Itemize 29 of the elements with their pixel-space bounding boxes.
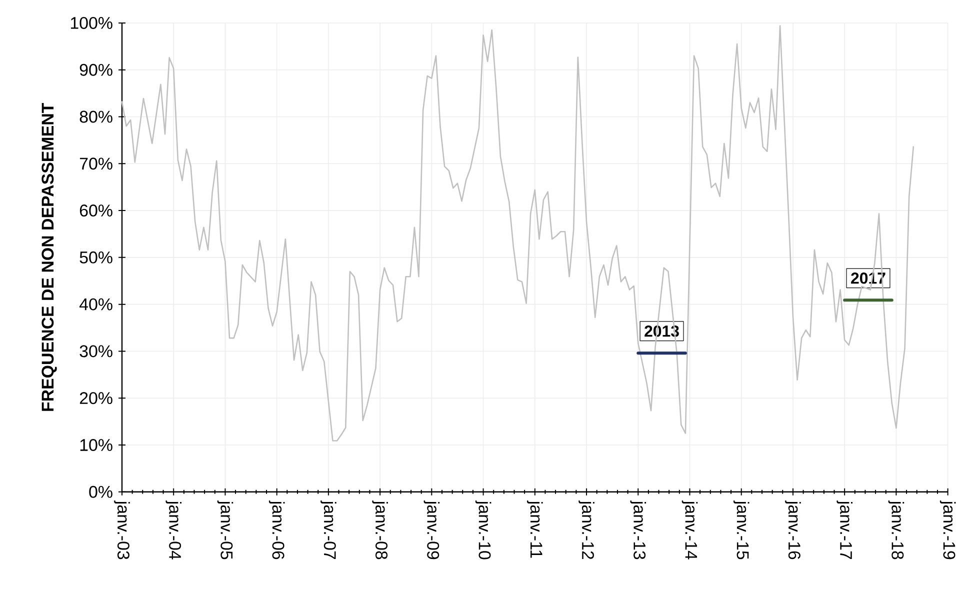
x-tick-label: janv.-07	[320, 500, 336, 560]
x-tick-label: janv.-10	[475, 500, 492, 560]
y-tick-label: 70%	[80, 158, 112, 170]
x-tick-label: janv.-11	[527, 500, 543, 558]
y-tick-label: 0%	[89, 486, 112, 498]
y-tick-label: 30%	[80, 345, 112, 358]
y-tick-label: 60%	[80, 204, 112, 217]
x-tick-label: janv.-17	[836, 500, 852, 560]
y-tick-label: 10%	[80, 439, 112, 452]
y-tick-label: 100%	[70, 17, 112, 30]
x-tick-label: janv.-06	[268, 500, 285, 560]
x-tick-label: janv.-04	[166, 500, 182, 560]
y-tick-label: 50%	[80, 251, 112, 264]
x-tick-label: janv.-14	[682, 500, 698, 560]
x-tick-label: janv.-16	[785, 500, 801, 560]
x-tick-label: janv.-12	[578, 500, 594, 560]
y-tick-label: 20%	[80, 392, 112, 404]
y-tick-label: 40%	[79, 298, 112, 310]
x-tick-label: janv.-03	[114, 500, 130, 560]
x-tick-label: janv.-18	[888, 500, 904, 560]
y-axis-title: FREQUENCE DE NON DEPASSEMENT	[42, 103, 57, 411]
y-tick-label: 90%	[80, 64, 112, 76]
x-tick-label: janv.-19	[940, 500, 956, 560]
y-tick-label: 80%	[80, 110, 112, 123]
x-tick-label: janv.-05	[217, 500, 234, 560]
x-tick-label: janv.-13	[630, 500, 646, 560]
x-tick-label: janv.-15	[733, 500, 750, 560]
x-tick-label: janv.-08	[372, 500, 388, 560]
x-tick-label: janv.-09	[424, 500, 440, 560]
